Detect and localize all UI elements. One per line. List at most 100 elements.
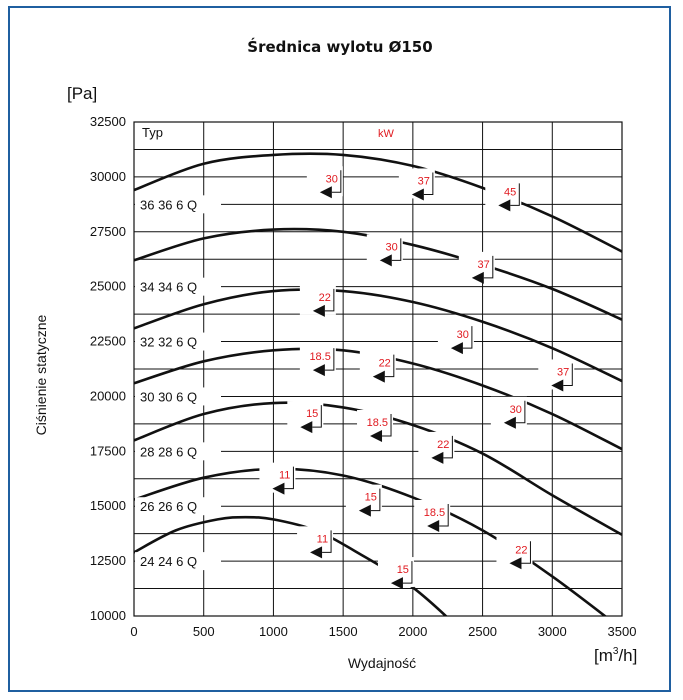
- series-label-bg: [135, 387, 221, 406]
- power-label: 45: [504, 186, 516, 198]
- series-curve: [134, 288, 622, 383]
- series-label: 34 34 6 Q: [140, 280, 197, 295]
- marker-arrow: [498, 199, 511, 212]
- power-label: 15: [397, 564, 409, 576]
- legend-header-typ: Typ: [142, 125, 163, 140]
- x-unit-base: [m: [594, 646, 613, 665]
- marker-arrow: [509, 557, 522, 570]
- power-label: 18.5: [424, 507, 445, 519]
- marker-bracket: [423, 172, 434, 195]
- y-unit-label: [Pa]: [67, 84, 97, 103]
- x-tick-label: 3500: [608, 624, 637, 639]
- y-tick-label: 20000: [90, 388, 126, 403]
- series-label-bg: [135, 497, 221, 516]
- series-label-bg: [135, 332, 221, 351]
- x-axis-label: Wydajność: [348, 655, 416, 671]
- marker-arrow: [450, 342, 463, 355]
- series-label-bg: [135, 442, 221, 461]
- tick-labels: 0 500 1000 1500 2000 2500 3000 3500 10000 12500 15…: [90, 114, 637, 639]
- power-label: 15: [365, 492, 377, 504]
- power-label: 22: [515, 544, 527, 556]
- marker-arrow: [312, 364, 325, 377]
- marker-arrow: [390, 577, 403, 590]
- power-label: 22: [319, 292, 331, 304]
- marker-arrow: [431, 451, 444, 464]
- power-label: 30: [386, 241, 398, 253]
- y-tick-label: 15000: [90, 498, 126, 513]
- marker-bracket: [322, 530, 332, 553]
- marker-bracket: [521, 541, 531, 564]
- marker-arrow: [312, 304, 325, 317]
- marker-arrow: [358, 504, 371, 517]
- y-tick-label: 25000: [90, 279, 126, 294]
- power-label: 37: [418, 175, 430, 187]
- marker-arrow: [471, 271, 484, 284]
- marker-arrow: [300, 421, 313, 434]
- series-curve: [134, 515, 448, 616]
- power-label: 30: [457, 329, 469, 341]
- marker-arrow: [551, 379, 564, 392]
- power-label: 11: [279, 470, 290, 482]
- x-tick-label: 3000: [538, 624, 567, 639]
- legend-header-kw: kW: [378, 128, 395, 140]
- series-label: 36 36 6 Q: [140, 197, 197, 212]
- power-label: 22: [437, 439, 449, 451]
- chart-frame: Średnica wylotu Ø150 [Pa] 30 37 45 30 37 22 30…: [8, 6, 671, 692]
- power-label: 30: [510, 404, 522, 416]
- chart-canvas: Średnica wylotu Ø150 [Pa] 30 374530372230…: [33, 37, 637, 671]
- y-tick-label: 27500: [90, 224, 126, 239]
- x-tick-label: 2000: [398, 624, 427, 639]
- marker-arrow: [272, 482, 285, 495]
- marker-bracket: [312, 405, 322, 428]
- marker-bracket: [515, 400, 526, 424]
- marker-bracket: [483, 255, 494, 279]
- marker-bracket: [443, 435, 453, 459]
- marker-bracket: [331, 170, 342, 193]
- x-tick-label: 2500: [468, 624, 497, 639]
- x-tick-label: 500: [193, 624, 215, 639]
- power-markers: 30 37 45 30 37 22 30 18.5 22 37 15 18.5 30 22 11 15 18.5…: [259, 166, 575, 590]
- series-label: 32 32 6 Q: [140, 335, 197, 350]
- power-label: 30: [326, 173, 338, 185]
- marker-bracket: [510, 183, 520, 206]
- marker-bracket: [563, 363, 573, 386]
- marker-bracket: [384, 354, 395, 378]
- x-tick-label: 0: [130, 624, 137, 639]
- power-label: 37: [557, 366, 569, 378]
- marker-bracket: [462, 326, 473, 349]
- marker-bracket: [324, 288, 335, 312]
- marker-arrow: [319, 186, 332, 199]
- marker-bracket: [284, 466, 294, 490]
- x-tick-label: 1500: [329, 624, 358, 639]
- series-label-bg: [135, 552, 221, 571]
- x-unit-label: [m3/h]: [594, 646, 637, 665]
- chart-title: Średnica wylotu Ø150: [247, 37, 432, 56]
- marker-bracket: [324, 348, 335, 371]
- series-label-bg: [135, 195, 221, 214]
- y-tick-label: 12500: [90, 553, 126, 568]
- series-curve: [134, 152, 622, 253]
- series-label: 26 26 6 Q: [140, 499, 197, 514]
- power-label: 37: [478, 259, 490, 271]
- marker-bracket: [391, 238, 402, 261]
- power-label: 22: [379, 358, 391, 370]
- series-label: 30 30 6 Q: [140, 389, 197, 404]
- x-unit-sup: 3: [613, 646, 619, 657]
- marker-bracket: [370, 488, 381, 512]
- y-tick-label: 32500: [90, 114, 126, 129]
- marker-arrow: [503, 416, 516, 429]
- marker-arrow: [370, 429, 383, 442]
- marker-arrow: [427, 519, 440, 532]
- power-label: 18.5: [367, 417, 388, 429]
- x-tick-label: 1000: [259, 624, 288, 639]
- series-labels: 36 36 6 Q 34 34 6 Q 32 32 6 Q 30 30 6 Q 28 2…: [135, 195, 221, 571]
- y-tick-label: 30000: [90, 169, 126, 184]
- power-label: 11: [317, 533, 328, 545]
- x-unit-tail: /h]: [618, 646, 637, 665]
- marker-bracket: [382, 413, 392, 437]
- y-tick-label: 17500: [90, 443, 126, 458]
- marker-arrow: [379, 254, 392, 267]
- marker-arrow: [310, 546, 323, 559]
- y-axis-label: Ciśnienie statyczne: [33, 314, 49, 435]
- y-tick-label: 10000: [90, 608, 126, 623]
